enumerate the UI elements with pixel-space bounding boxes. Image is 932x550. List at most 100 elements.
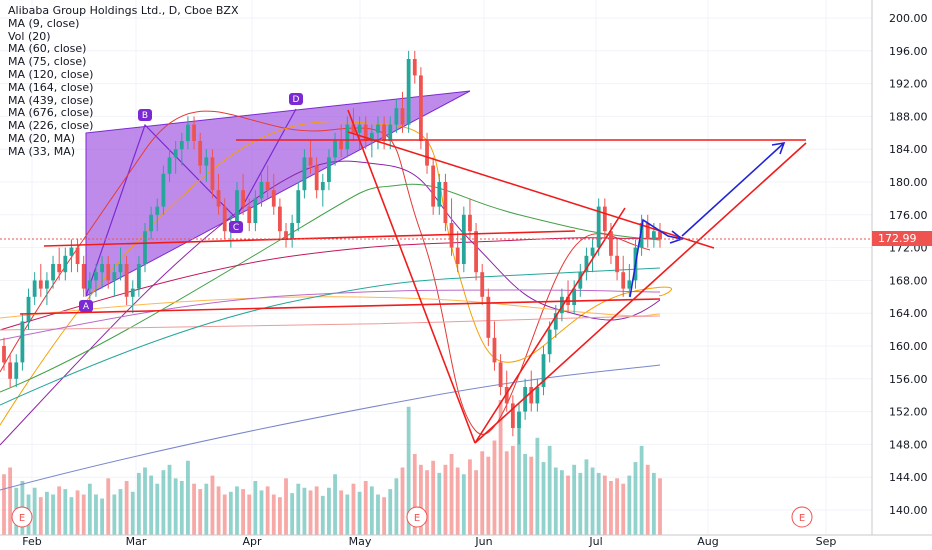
candle-body xyxy=(14,362,19,379)
candle-body xyxy=(106,264,111,281)
candle-body xyxy=(2,346,6,363)
volume-bar xyxy=(627,475,632,535)
candle-body xyxy=(590,247,595,256)
candle-body xyxy=(118,264,123,273)
candle-body xyxy=(320,182,325,191)
volume-bar xyxy=(553,467,558,535)
volume-bar xyxy=(406,406,411,535)
candle-body xyxy=(517,411,521,428)
indicator-vol-20[interactable]: Vol (20) xyxy=(8,29,51,43)
candle-body xyxy=(277,206,282,232)
ma-676-line xyxy=(0,315,661,331)
projection-arrows[interactable] xyxy=(629,141,786,298)
volume-bar xyxy=(173,478,178,535)
volume-bar xyxy=(155,483,160,535)
volume-bar xyxy=(161,470,166,535)
candle-body xyxy=(431,165,436,207)
candle-body xyxy=(327,157,331,182)
volume-bar xyxy=(572,464,577,535)
candle-body xyxy=(609,231,613,256)
candle-body xyxy=(645,223,650,240)
volume-bar xyxy=(143,467,147,535)
volume-bar xyxy=(621,483,626,535)
volume-bar xyxy=(645,464,650,535)
time-tick-label: Jun xyxy=(474,535,492,548)
trendlines[interactable] xyxy=(19,109,807,444)
price-tick-label: 164.00 xyxy=(889,307,928,320)
candle-body xyxy=(81,264,86,289)
volume-bar xyxy=(633,462,638,535)
chart-legend: Alibaba Group Holdings Ltd., D, Cboe BZX… xyxy=(8,4,239,159)
candle-body xyxy=(235,190,239,223)
volume-bar xyxy=(363,481,368,535)
volume-bar xyxy=(523,454,528,535)
volume-bar xyxy=(8,467,13,535)
volume-bar xyxy=(492,440,497,535)
ma-226-line xyxy=(0,364,661,491)
candle-body xyxy=(541,354,546,387)
volume-bar xyxy=(186,460,190,535)
volume-bar xyxy=(578,472,583,535)
earnings-marker-3: E xyxy=(799,513,805,524)
volume-bar xyxy=(228,491,233,535)
indicator-ma-75[interactable]: MA (75, close) xyxy=(8,55,87,69)
volume-bar xyxy=(216,486,221,535)
volume-bar xyxy=(412,454,417,535)
pattern-label-b: B xyxy=(142,111,148,121)
price-tick-label: 180.00 xyxy=(889,176,928,189)
candle-body xyxy=(602,206,607,232)
indicator-ma-120[interactable]: MA (120, close) xyxy=(8,67,94,81)
volume-bar xyxy=(651,472,656,535)
earnings-markers[interactable]: E E E xyxy=(11,506,813,528)
pattern-label-a: A xyxy=(83,302,90,312)
candle-body xyxy=(553,313,558,330)
candle-body xyxy=(308,157,313,166)
pattern-point-labels: A B C D xyxy=(79,93,303,312)
ma-33-ma-line xyxy=(0,289,661,341)
price-tick-label: 192.00 xyxy=(889,78,928,91)
volume-bar xyxy=(57,486,62,535)
indicator-ma-33-ma[interactable]: MA (33, MA) xyxy=(8,144,76,158)
volume-bar xyxy=(320,495,325,535)
volume-bar xyxy=(253,481,258,535)
candle-body xyxy=(290,223,295,240)
indicator-ma-9[interactable]: MA (9, close) xyxy=(8,16,80,30)
time-tick-label: Mar xyxy=(126,535,147,548)
volume-bar xyxy=(2,474,6,535)
candle-body xyxy=(51,264,55,281)
indicator-ma-60[interactable]: MA (60, close) xyxy=(8,42,87,56)
volume-bar xyxy=(394,478,399,535)
candle-body xyxy=(425,141,429,166)
volume-bar xyxy=(296,483,301,535)
candle-body xyxy=(186,124,190,141)
candle-body xyxy=(20,321,25,363)
indicator-ma-226[interactable]: MA (226, close) xyxy=(8,119,94,133)
time-axis[interactable]: Feb Mar Apr May Jun Jul Aug Sep xyxy=(22,535,836,548)
indicator-ma-676[interactable]: MA (676, close) xyxy=(8,106,94,120)
volume-bar xyxy=(541,462,546,535)
volume-bar xyxy=(314,486,319,535)
falling-leg-line xyxy=(347,109,476,444)
volume-bar xyxy=(63,489,68,535)
volume-bar xyxy=(130,491,135,535)
indicator-ma-20-ma[interactable]: MA (20, MA) xyxy=(8,131,76,145)
price-tick-label: 176.00 xyxy=(889,209,928,222)
indicator-ma-164[interactable]: MA (164, close) xyxy=(8,80,94,94)
volume-bar xyxy=(584,459,589,535)
volume-bar xyxy=(431,460,436,535)
volume-bar xyxy=(69,497,74,535)
volume-bar xyxy=(658,478,662,535)
price-axis[interactable]: 140.00 144.00 148.00 152.00 156.00 160.00 164.… xyxy=(889,12,928,517)
rising-leg-line-2 xyxy=(474,142,807,444)
candle-body xyxy=(596,206,601,248)
indicator-ma-439[interactable]: MA (439, close) xyxy=(8,93,94,107)
volume-bar xyxy=(45,491,49,535)
candle-body xyxy=(136,264,141,289)
candle-body xyxy=(376,124,380,133)
zigzag-arrow xyxy=(629,218,683,298)
volume-bar xyxy=(32,487,37,535)
price-tick-label: 196.00 xyxy=(889,45,928,58)
candle-body xyxy=(198,141,203,166)
price-tick-label: 148.00 xyxy=(889,438,928,451)
